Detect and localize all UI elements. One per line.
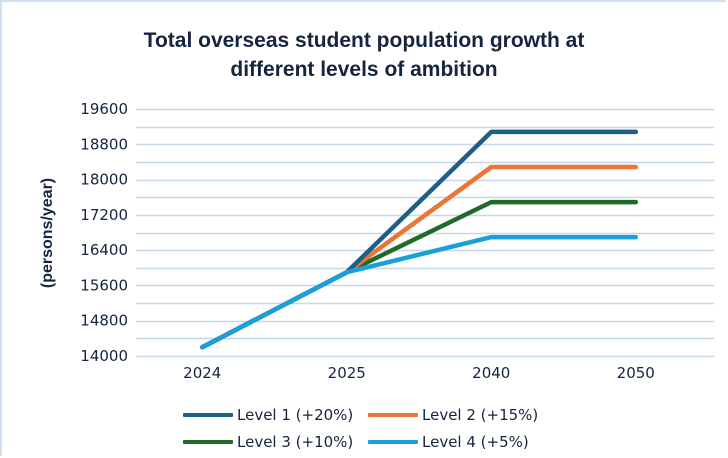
- series-line-level-4: [200, 234, 639, 350]
- y-tick-label: 18800: [80, 135, 128, 153]
- y-tick-label: 17200: [80, 206, 128, 224]
- legend-label-level-1: Level 1 (+20%): [237, 406, 354, 424]
- legend-swatch-level-2: [368, 413, 418, 417]
- series-lines: [200, 129, 639, 350]
- y-tick-label: 14800: [80, 312, 128, 330]
- y-tick-labels: 14000 14800 15600 16400 17200 18000 18800 19600: [80, 100, 128, 365]
- legend-item-level-3: Level 3 (+10%): [183, 432, 353, 452]
- legend-label-level-4: Level 4 (+5%): [422, 433, 529, 451]
- x-tick-label: 2025: [328, 364, 366, 382]
- x-tick-label: 2024: [183, 364, 221, 382]
- legend-label-level-2: Level 2 (+15%): [422, 406, 539, 424]
- chart-title-line-2: different levels of ambition: [230, 58, 498, 81]
- x-tick-label: 2050: [617, 364, 655, 382]
- y-tick-label: 16400: [80, 241, 128, 259]
- legend-swatch-level-4: [368, 440, 418, 444]
- legend-item-level-2: Level 2 (+15%): [368, 405, 538, 425]
- y-axis-label: (persons/year): [39, 178, 56, 288]
- legend-item-level-1: Level 1 (+20%): [183, 405, 353, 425]
- series-line-level-2: [200, 164, 639, 350]
- x-tick-labels: 2024 2025 2040 2050: [183, 364, 655, 382]
- y-tick-label: 15600: [80, 276, 128, 294]
- series-line-level-3: [200, 199, 639, 350]
- legend-swatch-level-3: [183, 440, 233, 444]
- x-tick-label: 2040: [472, 364, 510, 382]
- legend-item-level-4: Level 4 (+5%): [368, 432, 529, 452]
- y-tick-label: 19600: [80, 100, 128, 118]
- y-tick-label: 18000: [80, 171, 128, 189]
- y-tick-label: 14000: [80, 347, 128, 365]
- chart-title-line-1: Total overseas student population growth…: [143, 29, 585, 52]
- legend-swatch-level-1: [183, 413, 233, 417]
- legend-label-level-3: Level 3 (+10%): [237, 433, 354, 451]
- chart-title: Total overseas student population growth…: [0, 26, 728, 84]
